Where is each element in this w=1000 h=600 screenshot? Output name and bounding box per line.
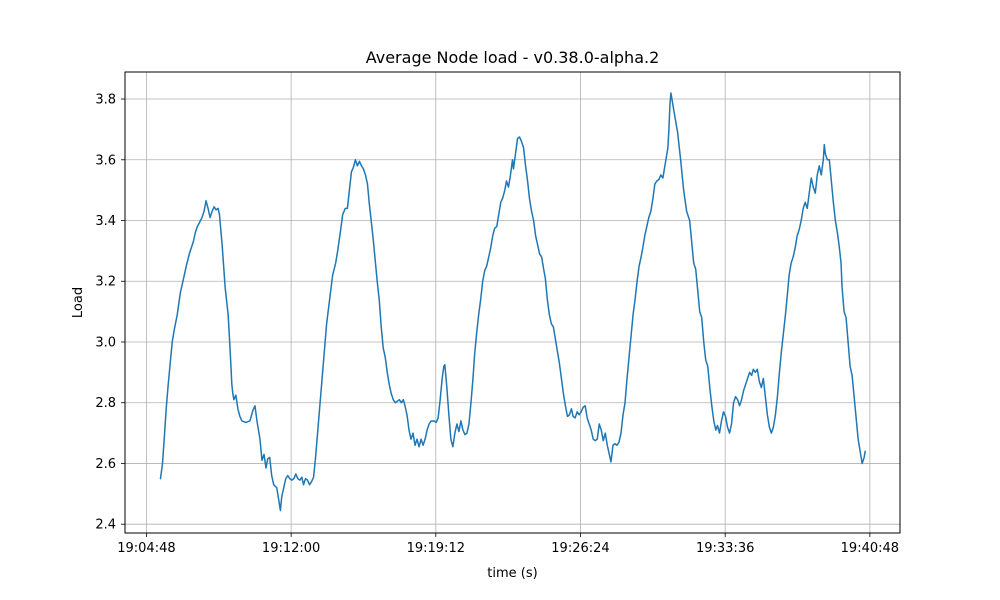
chart-title: Average Node load - v0.38.0-alpha.2: [366, 48, 660, 67]
tick-layer: 19:04:48 19:12:00 19:19:12 19:26:24 19:33:36…: [95, 93, 899, 556]
y-tick-label: 2.8: [95, 396, 116, 411]
y-tick-label: 2.6: [95, 457, 116, 472]
x-tick-label: 19:12:00: [262, 541, 320, 556]
y-tick-label: 3.6: [95, 153, 116, 168]
x-tick-label: 19:33:36: [696, 541, 754, 556]
y-tick-label: 3.2: [95, 275, 116, 290]
y-axis-label: Load: [71, 287, 86, 318]
plot-border-layer: [124, 71, 901, 534]
plot-border: [124, 71, 901, 534]
y-tick-label: 3.0: [95, 335, 116, 350]
data-line-layer: [159, 92, 866, 512]
y-tick-label: 3.4: [95, 214, 116, 229]
y-tick-label: 3.8: [95, 93, 116, 108]
x-tick-label: 19:19:12: [407, 541, 465, 556]
x-axis-label: time (s): [487, 566, 537, 581]
x-tick-label: 19:26:24: [551, 541, 609, 556]
x-tick-label: 19:04:48: [117, 541, 175, 556]
data-line: [159, 92, 866, 512]
x-tick-label: 19:40:48: [841, 541, 899, 556]
y-tick-label: 2.4: [95, 518, 116, 533]
